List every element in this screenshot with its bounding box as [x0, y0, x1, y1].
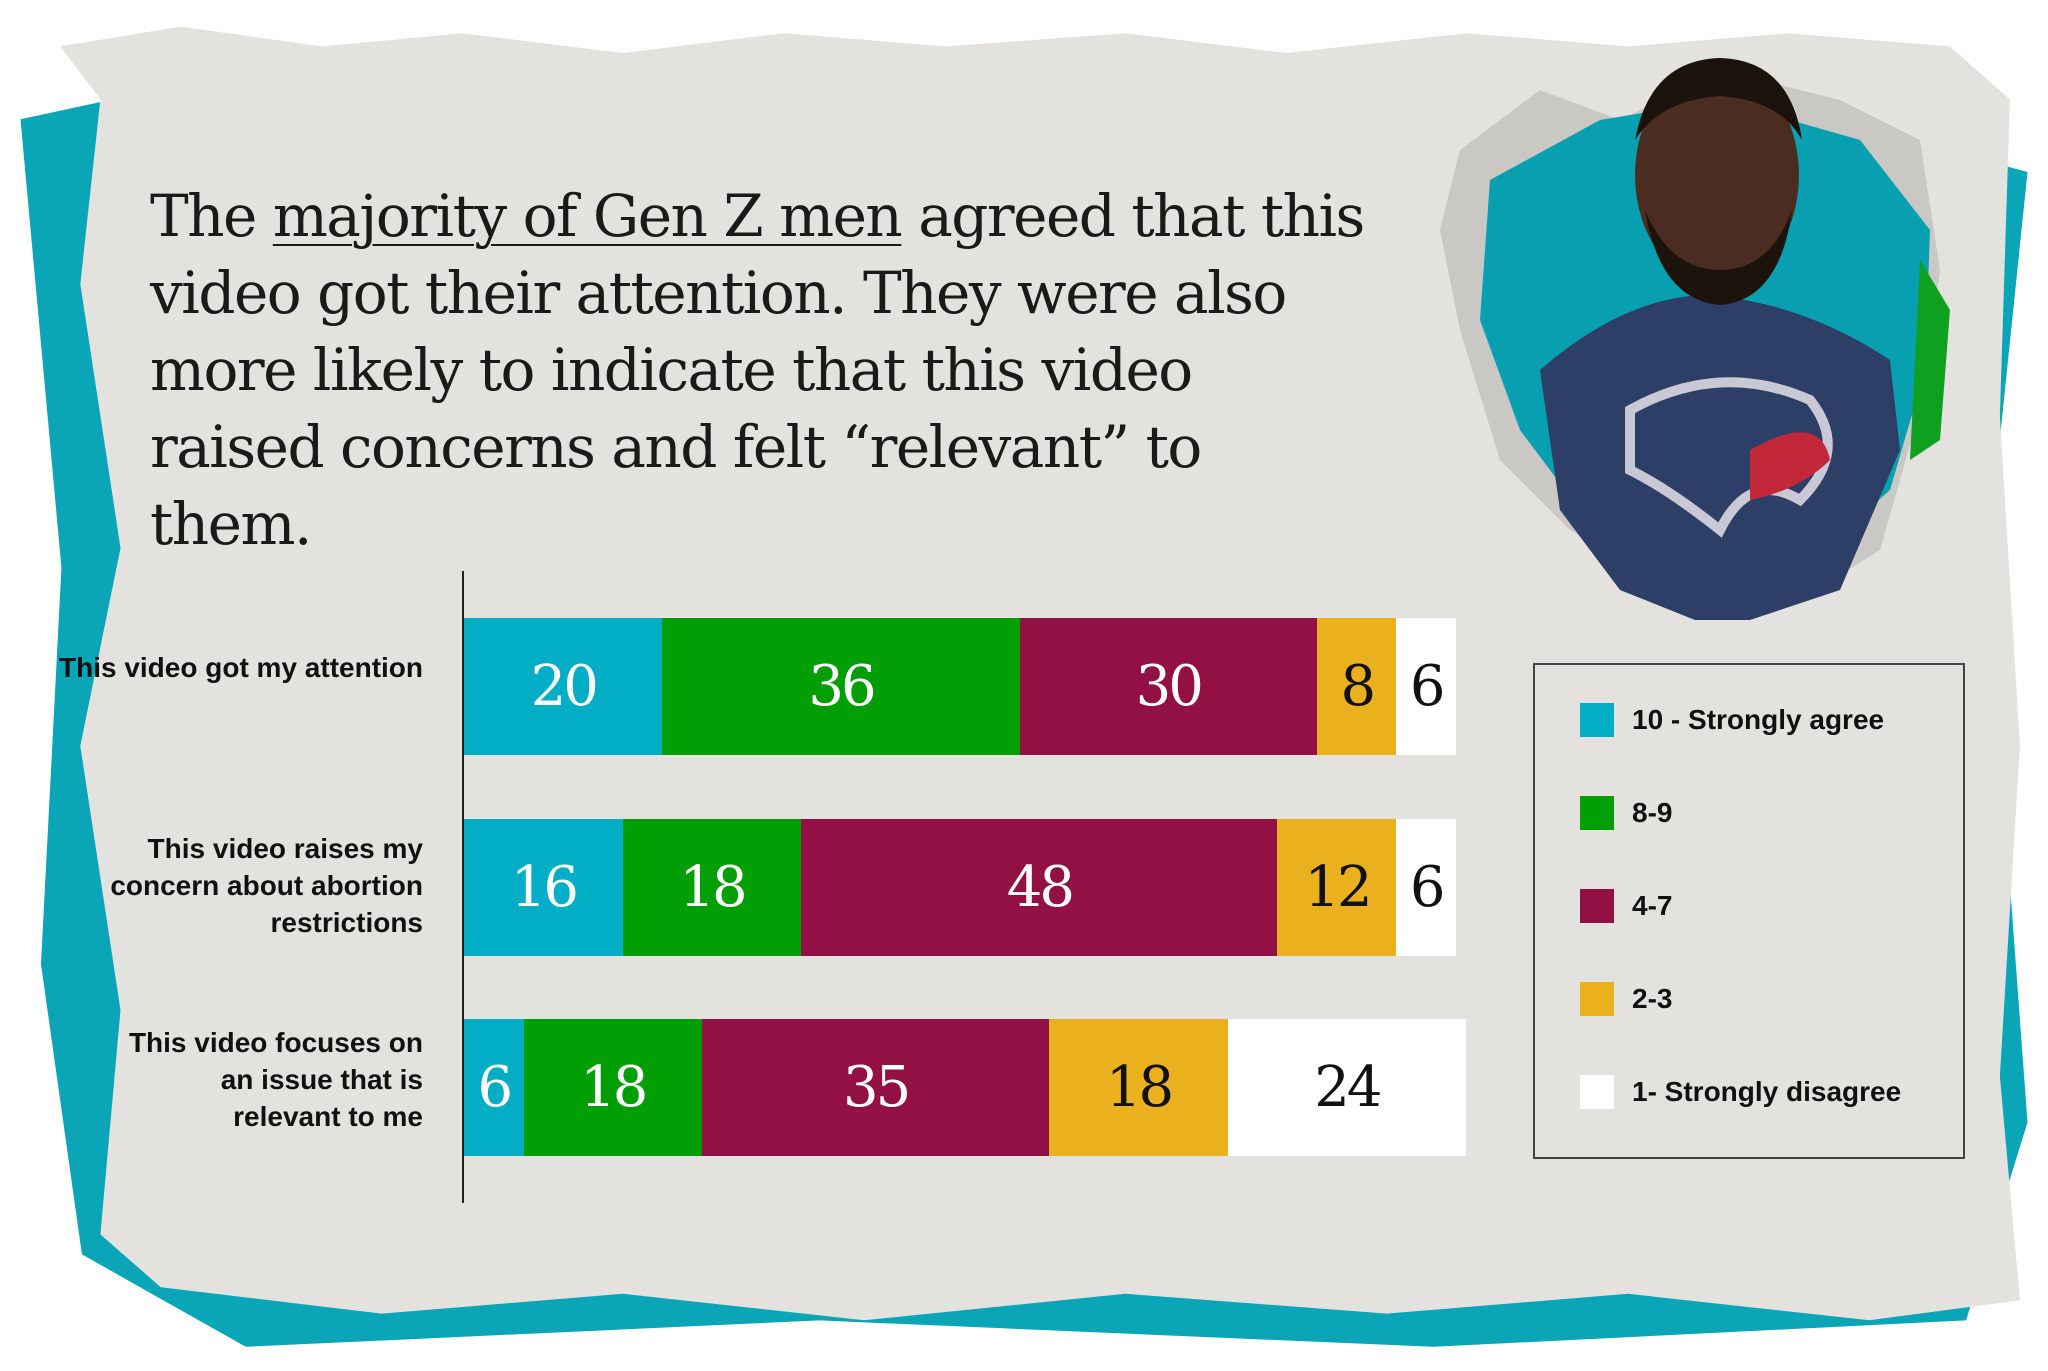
data-label: 18 — [679, 855, 747, 920]
row-label-attention: This video got my attention — [58, 652, 423, 683]
legend-item: 4-7 — [1580, 889, 1672, 923]
headline-pre: The — [150, 182, 273, 250]
legend: 10 - Strongly agree 8-9 4-7 2-3 1- Stron… — [1533, 663, 1965, 1159]
legend-swatch — [1580, 796, 1614, 830]
legend-swatch — [1580, 889, 1614, 923]
legend-label: 10 - Strongly agree — [1632, 704, 1885, 735]
bar-segment: 20 — [464, 618, 663, 755]
photo-green-accent — [1910, 260, 1950, 460]
data-label: 20 — [530, 654, 599, 719]
bar-segment: 12 — [1277, 819, 1397, 956]
legend-label: 4-7 — [1632, 890, 1673, 921]
bar-segment: 6 — [464, 1019, 524, 1156]
data-label: 8 — [1340, 654, 1376, 719]
data-label: 6 — [1409, 855, 1446, 920]
shirt — [1540, 295, 1900, 620]
bar-segment: 18 — [622, 819, 802, 956]
hair — [1635, 58, 1802, 140]
legend-item: 2-3 — [1580, 982, 1672, 1016]
bar-segment: 30 — [1019, 618, 1318, 755]
row-label-concern: This video raises my concern about abort… — [110, 833, 423, 938]
bar-segment: 6 — [1396, 618, 1456, 755]
legend-swatch — [1580, 982, 1614, 1016]
bar-segment: 24 — [1227, 1019, 1466, 1156]
legend-label: 8-9 — [1632, 797, 1673, 828]
legend-item: 10 - Strongly agree — [1580, 703, 1884, 737]
legend-item: 1- Strongly disagree — [1580, 1075, 1901, 1109]
data-label: 18 — [580, 1055, 648, 1120]
headline-underlined: majority of Gen Z men — [272, 182, 903, 250]
data-label: 6 — [1409, 654, 1446, 719]
data-label: 48 — [1006, 855, 1075, 920]
bar-segment: 48 — [801, 819, 1278, 956]
bar-segment: 6 — [1396, 819, 1456, 956]
data-label: 6 — [477, 1055, 513, 1120]
legend-swatch — [1580, 703, 1614, 737]
data-label: 24 — [1314, 1055, 1382, 1120]
bar-segment: 18 — [1049, 1019, 1228, 1156]
data-label: 35 — [843, 1055, 911, 1120]
legend-label: 2-3 — [1632, 983, 1673, 1014]
y-axis-line — [462, 571, 464, 1203]
data-label: 30 — [1135, 654, 1204, 719]
data-label: 12 — [1304, 855, 1372, 920]
legend-label: 1- Strongly disagree — [1632, 1076, 1902, 1107]
shirt-logo — [1625, 377, 1833, 538]
data-label: 16 — [510, 855, 579, 920]
bar-segment: 36 — [662, 618, 1020, 755]
beard — [1645, 210, 1792, 305]
row-label-relevant: This video focuses on an issue that is r… — [128, 1027, 423, 1132]
bar-segment: 8 — [1317, 618, 1397, 755]
bar-segment: 35 — [702, 1019, 1050, 1156]
data-label: 36 — [808, 654, 876, 719]
data-label: 18 — [1105, 1055, 1174, 1120]
head — [1635, 65, 1799, 285]
legend-swatch — [1580, 1075, 1614, 1109]
legend-item: 8-9 — [1580, 796, 1672, 830]
headline: The majority of Gen Z men agreed that th… — [150, 178, 1370, 563]
portrait-photo — [1440, 58, 1950, 620]
shirt-logo-red — [1750, 432, 1830, 500]
bar-segment: 16 — [464, 819, 623, 956]
headline-post: agreed that this video got their attenti… — [150, 182, 1365, 558]
bar-segment: 18 — [523, 1019, 703, 1156]
